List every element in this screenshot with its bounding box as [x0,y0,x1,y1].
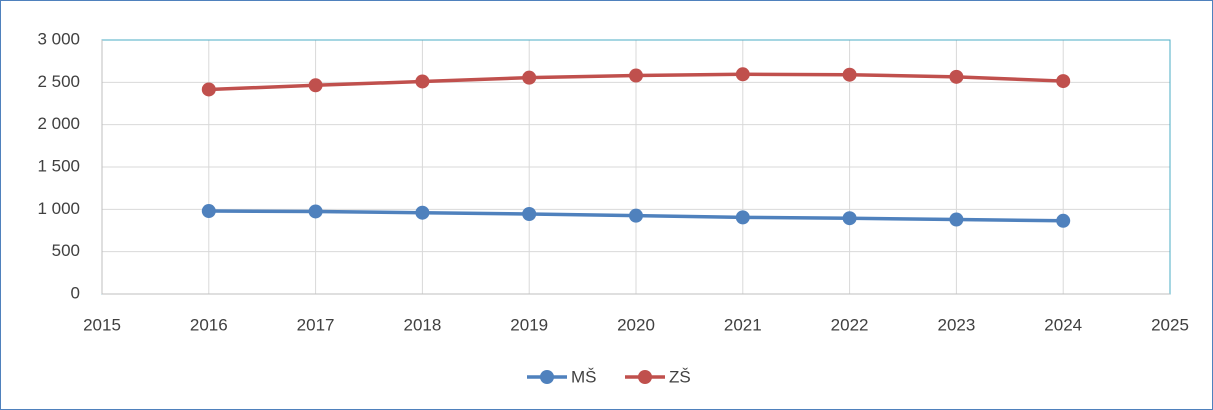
data-point [842,211,857,226]
data-point [201,204,216,219]
x-tick-label: 2018 [403,315,441,334]
x-tick-label: 2020 [617,315,655,334]
x-tick-label: 2016 [190,315,228,334]
data-point [735,210,750,225]
data-point [1056,213,1071,228]
data-point [415,205,430,220]
y-tick-label: 1 000 [37,199,80,218]
data-point [308,78,323,93]
data-point [415,74,430,89]
legend-marker [540,370,554,384]
x-tick-label: 2024 [1044,315,1082,334]
data-point [522,206,537,221]
x-tick-label: 2021 [724,315,762,334]
data-point [1056,74,1071,89]
data-point [735,67,750,82]
y-tick-label: 2 500 [37,72,80,91]
data-point [522,70,537,85]
data-point [308,204,323,219]
legend-label: ZŠ [669,367,691,386]
data-point [629,68,643,83]
x-tick-label: 2022 [831,315,869,334]
data-point [949,212,964,227]
x-tick-label: 2015 [83,315,121,334]
x-tick-label: 2025 [1151,315,1189,334]
y-tick-label: 0 [71,283,80,302]
x-tick-label: 2023 [937,315,975,334]
x-tick-label: 2019 [510,315,548,334]
legend-label: MŠ [571,367,597,386]
data-point [842,67,857,82]
y-tick-label: 2 000 [37,114,80,133]
x-tick-label: 2017 [297,315,335,334]
y-tick-label: 1 500 [37,156,80,175]
data-point [629,208,643,223]
data-point [949,69,964,84]
data-point [201,82,216,97]
y-tick-label: 500 [52,241,80,260]
legend-marker [638,370,652,384]
y-tick-label: 3 000 [37,29,80,48]
